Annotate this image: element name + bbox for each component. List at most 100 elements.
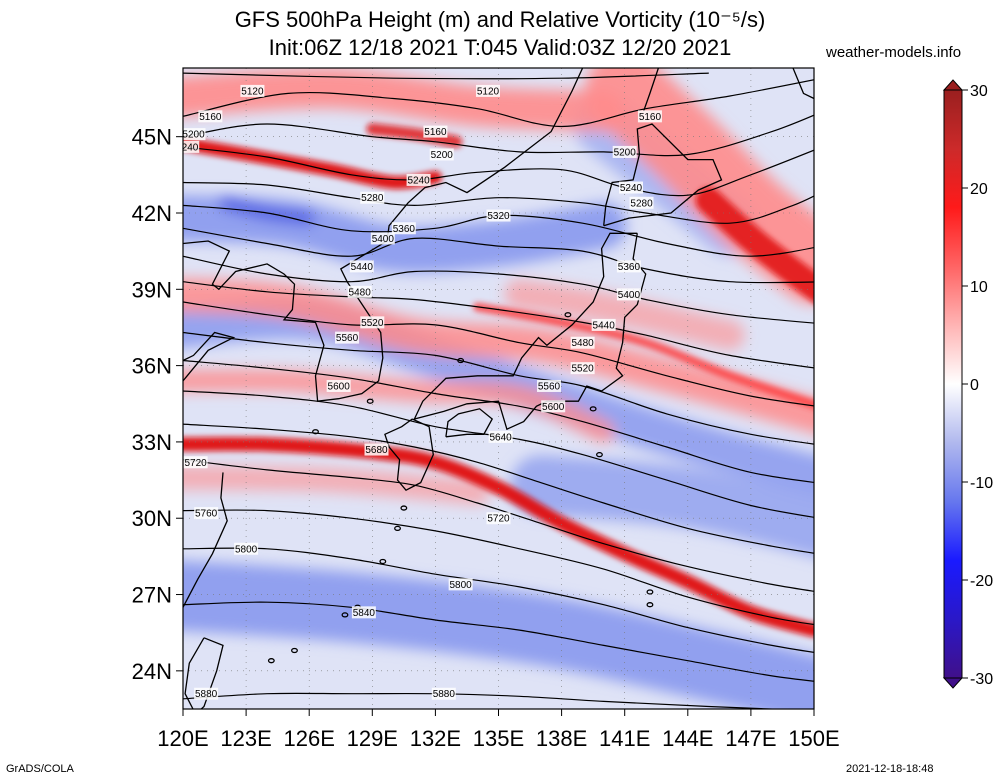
vorticity-jet-core-south [183,436,814,638]
contour-label-bg [370,232,395,245]
island [564,312,572,318]
contour-label-bg [198,110,223,123]
island [589,406,597,412]
height-contour [183,547,814,654]
contour-label-text: 5800 [235,544,258,555]
lon-label: 150E [788,726,839,751]
contour-label-bg [570,362,595,375]
coast-shikoku [445,408,494,438]
contour-label-bg [194,507,219,520]
contour-label: 5160 [198,110,223,123]
contour-label-text: 5720 [184,458,207,469]
contour-label-text: 5800 [450,580,473,591]
vorticity-jet-core-north [183,136,442,190]
lat-label: 33N [132,430,172,455]
lat-label: 42N [132,201,172,226]
height-contour [183,181,814,224]
vorticity-core-layer [183,123,814,638]
island [291,647,298,654]
coastlines [183,68,814,709]
contour-label-bg [629,196,654,209]
contour-label-bg [423,125,448,138]
height-contour [183,146,814,197]
lon-label: 144E [662,726,713,751]
height-contour [183,227,814,284]
contour-label-text: 5280 [630,198,653,209]
colorbar-ticks: 30 20 10 0 -10 -20 -30 [962,83,993,688]
lon-label: 141E [599,726,650,751]
contour-label: 5200 [612,145,637,158]
contour-label: 5720 [486,512,511,525]
colorbar-bottom-arrow [942,677,964,689]
contour-label-text: 5200 [182,130,205,141]
contour-label-bg [486,512,511,525]
contour-label-text: 5640 [489,432,512,443]
contour-label: 5440 [591,318,616,331]
contour-label-text: 5520 [572,364,595,375]
contour-label: 5240 [406,173,431,186]
contour-label: 5200 [429,148,454,161]
contour-label: 5520 [570,362,595,375]
height-contour [183,359,814,484]
contour-label-text: 5840 [353,608,376,619]
lat-label: 39N [132,277,172,302]
contour-label-bg [183,128,206,141]
lon-label: 138E [536,726,587,751]
chart-title-line2: Init:06Z 12/18 2021 T:045 Valid:03Z 12/2… [268,35,732,60]
vorticity-north-core [366,123,463,148]
vorticity-pos-band-31 [183,465,490,505]
lat-label: 36N [132,354,172,379]
colorbar-label: 0 [970,377,979,394]
contour-label-text: 5120 [477,86,500,97]
contour-label: 5160 [423,125,448,138]
contour-label: 5480 [570,336,595,349]
coast-sea-of-okhotsk [792,68,814,100]
contour-label-bg [406,173,431,186]
contour-label: 5640 [488,430,513,443]
contour-label: 5560 [536,379,561,392]
contour-label-bg [616,288,641,301]
contour-label-text: 5400 [372,234,395,245]
coast-china-south-coast [183,472,228,609]
chart-title-line1: GFS 500hPa Height (m) and Relative Vorti… [234,7,766,32]
vorticity-neg-band-se [510,455,814,557]
vorticity-pos-north-top [183,68,624,132]
contour-label-bg [591,318,616,331]
contour-label-bg [541,400,566,413]
contour-label: 5120 [240,84,265,97]
lon-label: 126E [284,726,335,751]
lon-label: 147E [725,726,776,751]
contour-label-text: 5160 [424,127,447,138]
contour-label-text: 5320 [487,211,510,222]
contour-label-text: 5880 [195,689,218,700]
island [646,589,654,595]
height-contour [183,601,814,682]
contour-label-bg [360,191,385,204]
contour-label: 5520 [360,316,385,329]
contour-label-bg [616,260,641,273]
height-contour [183,72,709,80]
contour-label-bg [349,260,374,273]
coast-asia-coast [183,68,584,402]
contour-label-bg [391,222,416,235]
contour-label-bg [183,456,208,469]
height-contour [183,79,814,128]
lat-label: 45N [132,125,172,150]
height-contour [183,331,814,445]
contour-label-text: 5120 [241,86,264,97]
contour-label-text: 5200 [431,150,454,161]
contour-label: 5840 [351,606,376,619]
colorbar-label: 10 [970,279,988,296]
contour-label: 5360 [616,260,641,273]
height-contour [183,114,814,157]
contour-label: 5240 [183,140,200,153]
island [394,525,401,532]
colorbar-bar [943,89,963,679]
contour-label: 5880 [194,687,219,700]
contour-label-bg [619,181,644,194]
contour-label-bg [612,145,637,158]
contour-label: 5800 [448,578,473,591]
